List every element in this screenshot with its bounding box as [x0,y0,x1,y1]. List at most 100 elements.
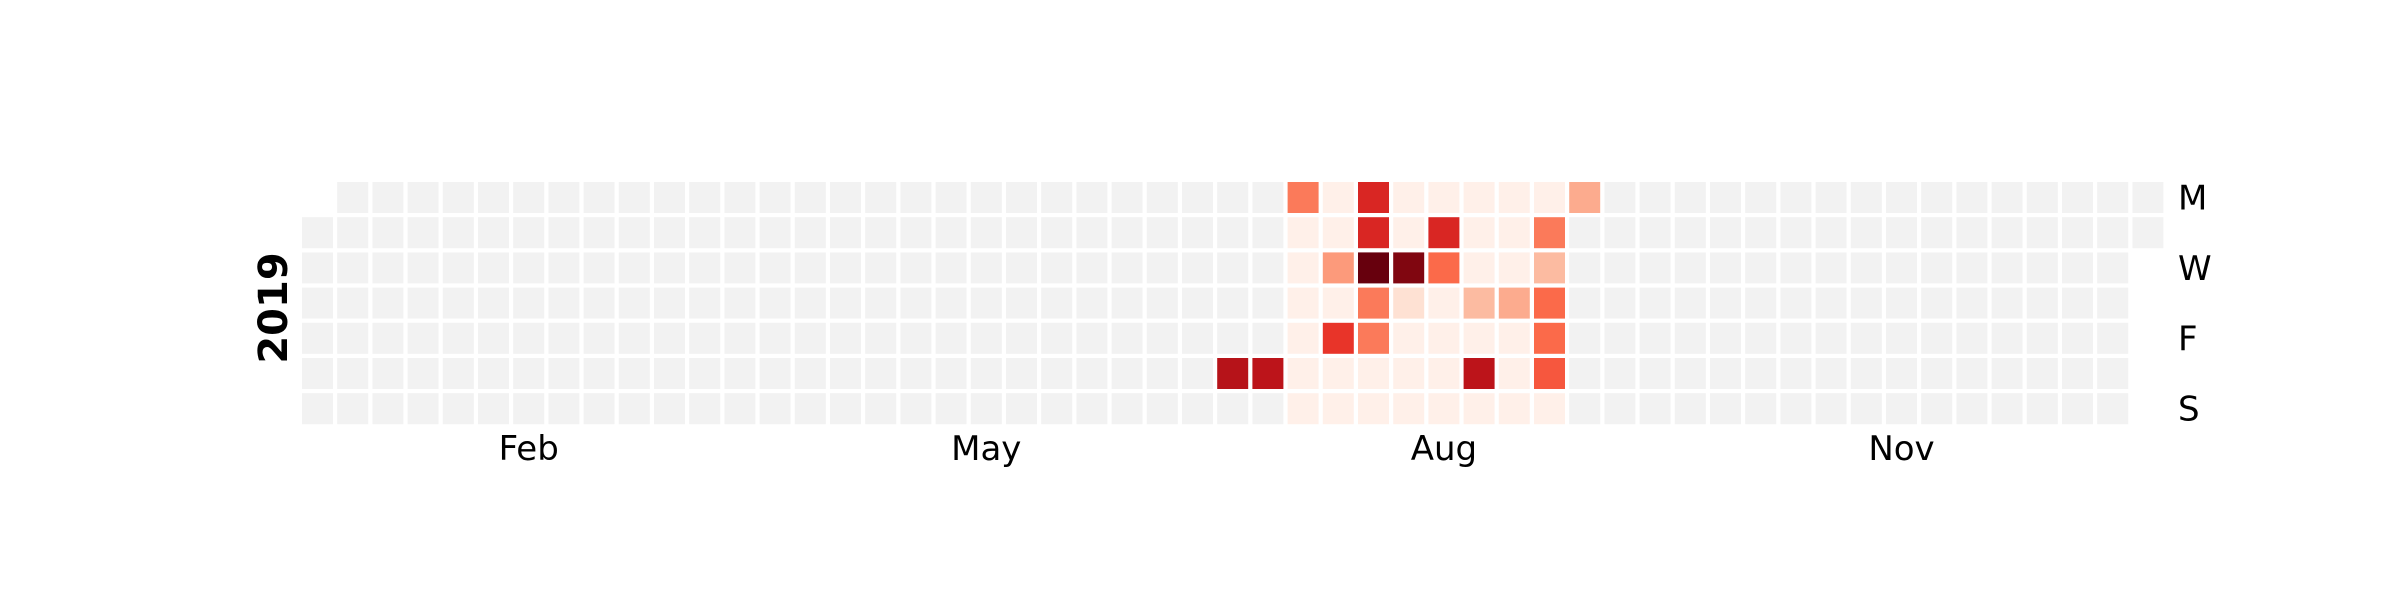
heatmap-cell [1815,358,1847,389]
heatmap-cell [1780,252,1812,284]
heatmap-cell [2026,358,2058,389]
heatmap-cell [689,322,721,354]
heatmap-cell [830,217,861,249]
heatmap-cell [1393,252,1425,284]
heatmap-cell [372,358,404,389]
heatmap-cell [2026,252,2058,284]
year-label: 2019 [251,252,297,363]
heatmap-cell [1146,217,1178,249]
heatmap-cell [1639,358,1671,389]
heatmap-cell [1463,287,1495,319]
heatmap-cell [302,217,333,249]
heatmap-cell [900,182,932,213]
heatmap-cell [1569,358,1601,389]
heatmap-cell [830,393,861,425]
heatmap-cell [1322,393,1354,425]
heatmap-cell [1182,182,1213,213]
heatmap-cell [900,322,932,354]
heatmap-cell [2026,322,2058,354]
heatmap-cell [1358,217,1389,249]
heatmap-cell [970,393,1002,425]
heatmap-cell [759,322,791,354]
heatmap-cell [724,182,756,213]
heatmap-cell [794,217,826,249]
heatmap-cell [1076,287,1108,319]
heatmap-cell [1076,393,1108,425]
heatmap-cell [442,217,474,249]
month-tick-label: May [951,429,1021,469]
heatmap-cell [1287,322,1319,354]
heatmap-cell [970,252,1002,284]
heatmap-cell [407,217,439,249]
heatmap-cell [654,252,685,284]
heatmap-cell [302,287,333,319]
heatmap-cell [1463,322,1495,354]
heatmap-cell [654,358,685,389]
heatmap-cell [1322,287,1354,319]
heatmap-cell [1111,182,1143,213]
heatmap-cell [1182,358,1213,389]
heatmap-cell [1921,182,1953,213]
heatmap-cell [654,217,685,249]
heatmap-cell [1393,322,1425,354]
heatmap-cell [759,252,791,284]
heatmap-cell [2097,322,2129,354]
heatmap-cell [513,217,545,249]
heatmap-cell [1639,322,1671,354]
heatmap-cell [865,252,897,284]
heatmap-cell [337,217,369,249]
heatmap-cell [372,393,404,425]
heatmap-cell [689,182,721,213]
heatmap-cell [1921,393,1953,425]
heatmap-cell [1428,182,1460,213]
heatmap-cell [1710,252,1741,284]
heatmap-cell [1886,217,1917,249]
heatmap-cell [689,217,721,249]
heatmap-cell [1111,393,1143,425]
heatmap-cell [442,393,474,425]
heatmap-cell [1498,358,1530,389]
heatmap-cell [759,358,791,389]
heatmap-cell [1710,322,1741,354]
heatmap-cell [1815,252,1847,284]
weekday-tick-label: F [2178,319,2198,359]
heatmap-cell [1146,182,1178,213]
heatmap-cell [1745,393,1777,425]
heatmap-cell [1780,358,1812,389]
heatmap-cell [970,217,1002,249]
heatmap-cell [1287,217,1319,249]
heatmap-cell [337,287,369,319]
heatmap-cell [1850,217,1882,249]
heatmap-cell [372,182,404,213]
heatmap-cell [1674,217,1706,249]
heatmap-cell [1569,322,1601,354]
heatmap-cell [1252,287,1284,319]
heatmap-cell [689,287,721,319]
heatmap-cell [1146,358,1178,389]
heatmap-cell [1991,217,2023,249]
heatmap-cell [2062,393,2093,425]
heatmap-cell [654,393,685,425]
heatmap-cell [2097,393,2129,425]
heatmap-cell [724,322,756,354]
heatmap-cell [1674,182,1706,213]
weekday-tick-label: W [2178,249,2212,289]
heatmap-cell [548,217,580,249]
heatmap-cell [1076,358,1108,389]
heatmap-cell [724,358,756,389]
heatmap-cell [1886,182,1917,213]
heatmap-cell [1393,217,1425,249]
heatmap-cell [1639,252,1671,284]
heatmap-cell [513,322,545,354]
heatmap-cell [1921,322,1953,354]
heatmap-cell [970,287,1002,319]
heatmap-cell [1146,322,1178,354]
heatmap-cell [1428,322,1460,354]
heatmap-cell [1534,182,1565,213]
heatmap-cell [548,287,580,319]
heatmap-cell [1498,252,1530,284]
month-tick-labels: Feb May Aug Nov [499,429,1935,469]
heatmap-cell [1182,287,1213,319]
heatmap-cell [1006,182,1037,213]
heatmap-cell [583,182,615,213]
